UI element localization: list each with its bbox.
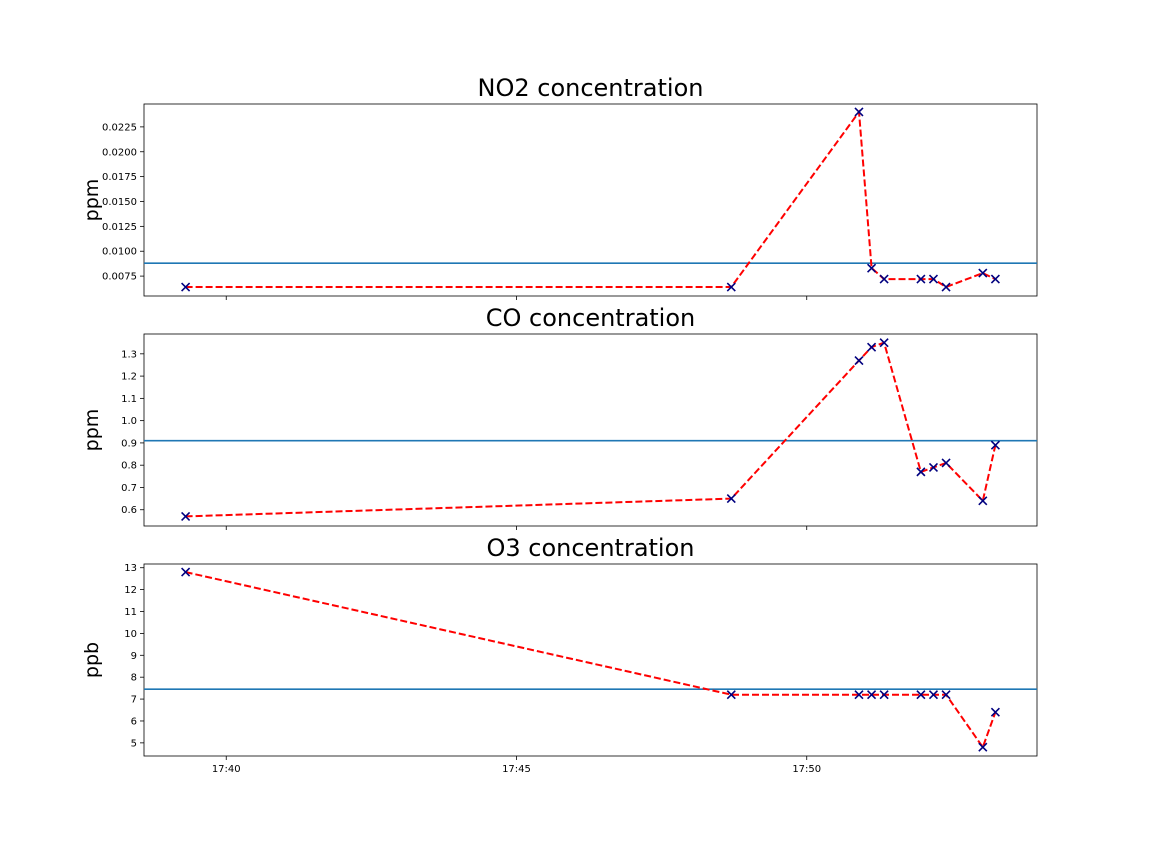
- y-tick-label: 0.6: [121, 505, 137, 516]
- y-tick-label: 1.3: [121, 349, 137, 360]
- y-axis-label: ppm: [81, 179, 103, 222]
- y-tick-label: 1.2: [121, 372, 137, 383]
- data-point-marker: [928, 462, 939, 472]
- chart-title: CO concentration: [486, 304, 696, 332]
- data-point-marker: [181, 282, 191, 292]
- data-point-marker: [866, 690, 877, 700]
- data-point-marker: [990, 274, 1000, 284]
- y-tick-label: 0.0150: [102, 197, 137, 208]
- x-tick-label: 17:45: [502, 764, 531, 775]
- data-point-marker: [726, 690, 736, 700]
- y-tick-label: 11: [124, 607, 137, 618]
- axes-frame: [143, 333, 1038, 527]
- y-tick-label: 0.0100: [102, 247, 137, 258]
- y-tick-label: 8: [131, 673, 137, 684]
- data-point-marker: [879, 274, 889, 284]
- data-point-marker: [978, 268, 988, 278]
- x-tick-label: 17:50: [792, 764, 821, 775]
- y-tick-label: 0.0125: [102, 222, 137, 233]
- axes-frame: [143, 563, 1038, 757]
- y-tick-label: 9: [131, 651, 137, 662]
- data-point-marker: [978, 496, 988, 506]
- data-point-marker: [916, 274, 926, 284]
- chart-panel-3: O3 concentration ppb 5 6 7 8 9 10 11 12 13 17:40 17:…: [81, 534, 1038, 775]
- data-point-marker: [990, 707, 1000, 717]
- data-point-marker: [941, 690, 951, 700]
- y-tick-label: 13: [124, 563, 137, 574]
- data-point-marker: [990, 440, 1000, 450]
- data-point-marker: [854, 107, 864, 117]
- data-point-marker: [941, 282, 951, 292]
- y-tick-label: 0.0225: [102, 122, 137, 133]
- data-point-marker: [181, 511, 191, 521]
- chart-title: O3 concentration: [486, 534, 694, 562]
- series-line: [185, 571, 997, 750]
- y-tick-label: 7: [131, 695, 137, 706]
- data-point-marker: [928, 690, 939, 700]
- axes-frame: [143, 103, 1038, 297]
- data-point-marker: [854, 690, 864, 700]
- y-tick-label: 0.7: [121, 483, 137, 494]
- y-tick-label: 0.8: [121, 461, 137, 472]
- y-tick-label: 12: [124, 585, 137, 596]
- y-tick-label: 1.1: [121, 394, 137, 405]
- data-point-marker: [879, 690, 889, 700]
- y-axis-label: ppm: [81, 409, 103, 452]
- y-tick-label: 5: [131, 738, 137, 749]
- data-point-marker: [726, 282, 736, 292]
- data-point-marker: [181, 567, 191, 577]
- data-point-marker: [879, 338, 889, 348]
- y-tick-label: 6: [131, 716, 137, 727]
- y-tick-label: 1.0: [121, 416, 137, 427]
- y-tick-label: 0.0200: [102, 147, 137, 158]
- y-axis-label: ppb: [81, 642, 103, 678]
- data-point-marker: [866, 342, 877, 352]
- chart-panel-1: NO2 concentration ppm 0.0075 0.0100 0.0125 0.…: [81, 74, 1038, 300]
- data-point-marker: [928, 274, 939, 284]
- data-point-marker: [941, 458, 951, 468]
- data-point-marker: [978, 742, 988, 752]
- data-point-marker: [866, 263, 877, 273]
- data-point-marker: [854, 355, 864, 366]
- data-point-marker: [916, 690, 926, 700]
- chart-panel-2: CO concentration ppm 0.6 0.7 0.8 0.9 1.0 1.1 1.2…: [81, 304, 1038, 530]
- y-tick-label: 0.0175: [102, 172, 137, 183]
- y-tick-label: 10: [124, 629, 137, 640]
- data-point-marker: [726, 494, 736, 504]
- y-tick-label: 0.0075: [102, 272, 137, 283]
- x-tick-label: 17:40: [212, 764, 241, 775]
- series-line: [185, 341, 997, 518]
- data-point-marker: [916, 467, 926, 477]
- series-line: [185, 109, 996, 289]
- chart-title: NO2 concentration: [478, 74, 704, 102]
- y-tick-label: 0.9: [121, 438, 137, 449]
